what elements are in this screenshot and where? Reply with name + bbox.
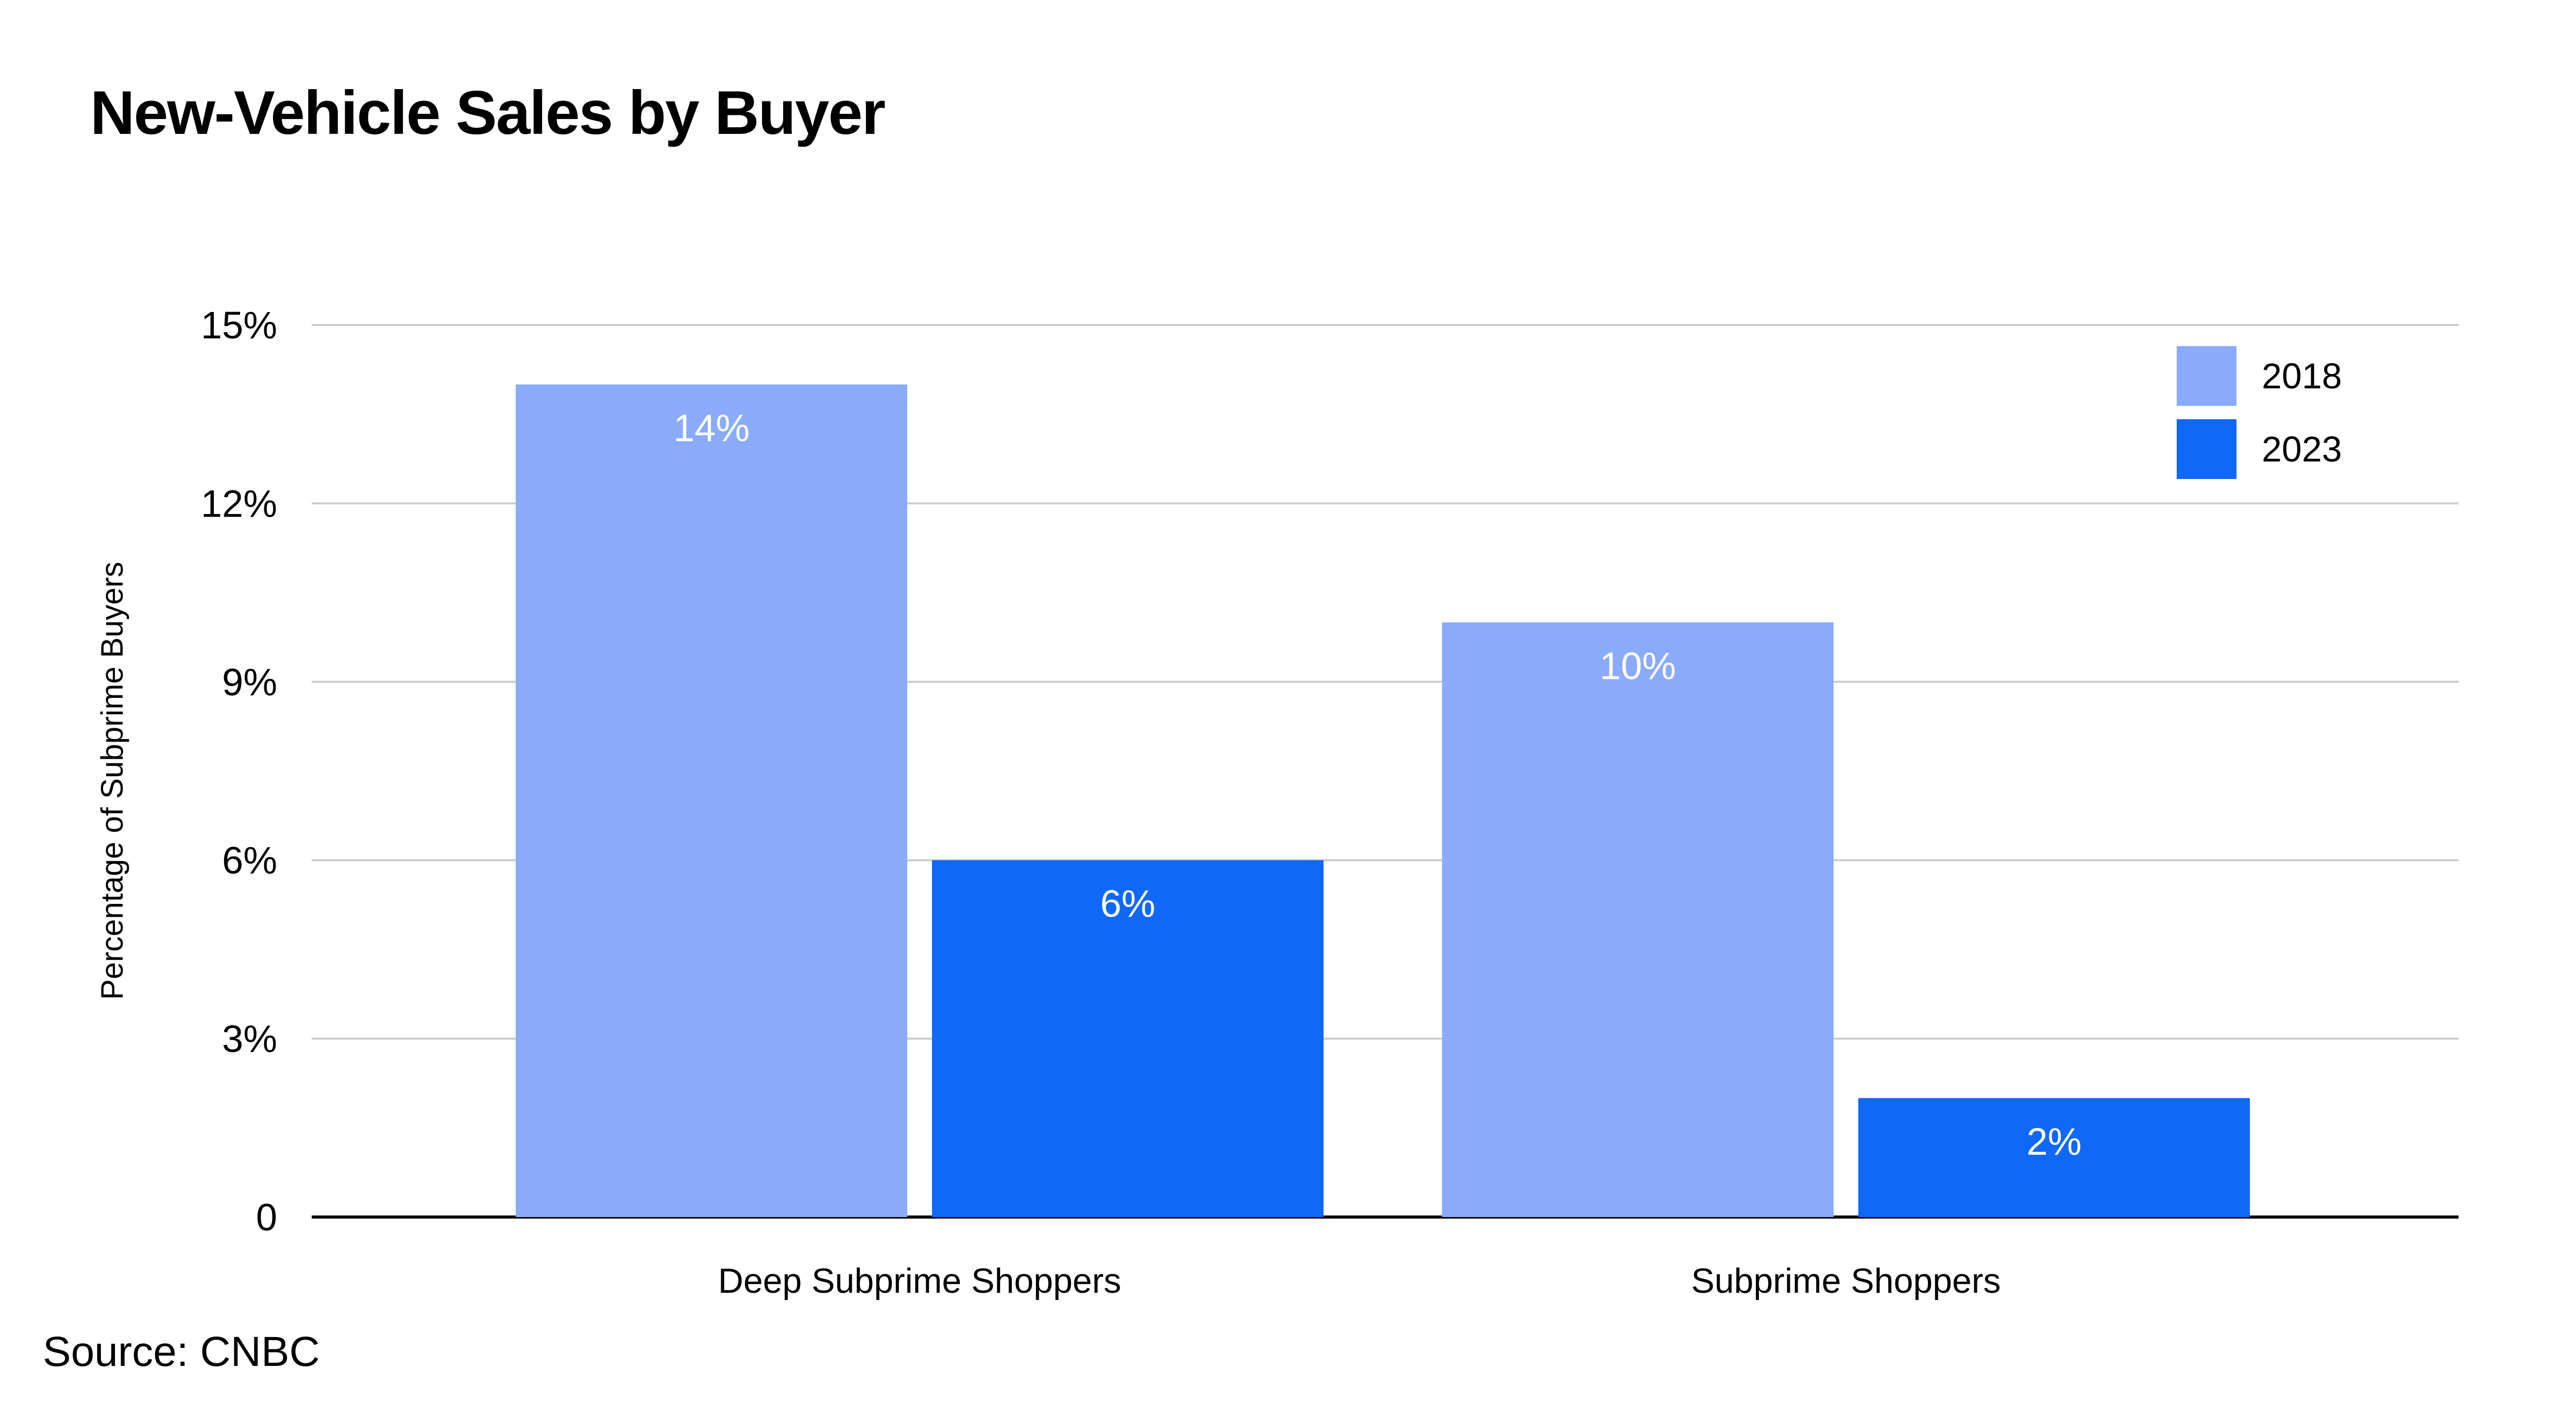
bar-2023-deep-subprime (932, 860, 1324, 1217)
chart-title: New-Vehicle Sales by Buyer (90, 78, 886, 147)
legend-swatch-2018 (2177, 346, 2236, 406)
y-axis-title: Percentage of Subprime Buyers (95, 562, 129, 1000)
y-tick-label: 9% (222, 661, 277, 704)
y-tick-label: 15% (201, 304, 277, 347)
legend: 2018 2023 (2177, 346, 2342, 479)
bars: 14% 6% 10% 2% (516, 384, 2250, 1217)
legend-label-2018: 2018 (2262, 356, 2342, 396)
legend-label-2023: 2023 (2262, 429, 2342, 469)
x-category-label: Subprime Shoppers (1691, 1261, 2001, 1300)
y-tick-label: 6% (222, 839, 277, 882)
bar-2018-subprime (1442, 622, 1834, 1217)
bar-value-label: 2% (2027, 1120, 2082, 1163)
y-tick-label: 12% (201, 482, 277, 525)
source-note: Source: CNBC (43, 1328, 320, 1375)
legend-swatch-2023 (2177, 419, 2236, 479)
y-tick-label: 0 (256, 1196, 277, 1239)
bar-2023-subprime (1858, 1098, 2250, 1217)
y-axis-ticks: 0 3% 6% 9% 12% 15% (201, 304, 277, 1239)
bar-value-label: 14% (673, 406, 750, 449)
bar-2018-deep-subprime (516, 384, 907, 1217)
bar-value-label: 10% (1600, 644, 1676, 687)
x-category-label: Deep Subprime Shoppers (718, 1261, 1121, 1300)
y-tick-label: 3% (222, 1018, 277, 1060)
x-axis-categories: Deep Subprime Shoppers Subprime Shoppers (718, 1261, 2001, 1300)
bar-value-label: 6% (1100, 882, 1156, 925)
